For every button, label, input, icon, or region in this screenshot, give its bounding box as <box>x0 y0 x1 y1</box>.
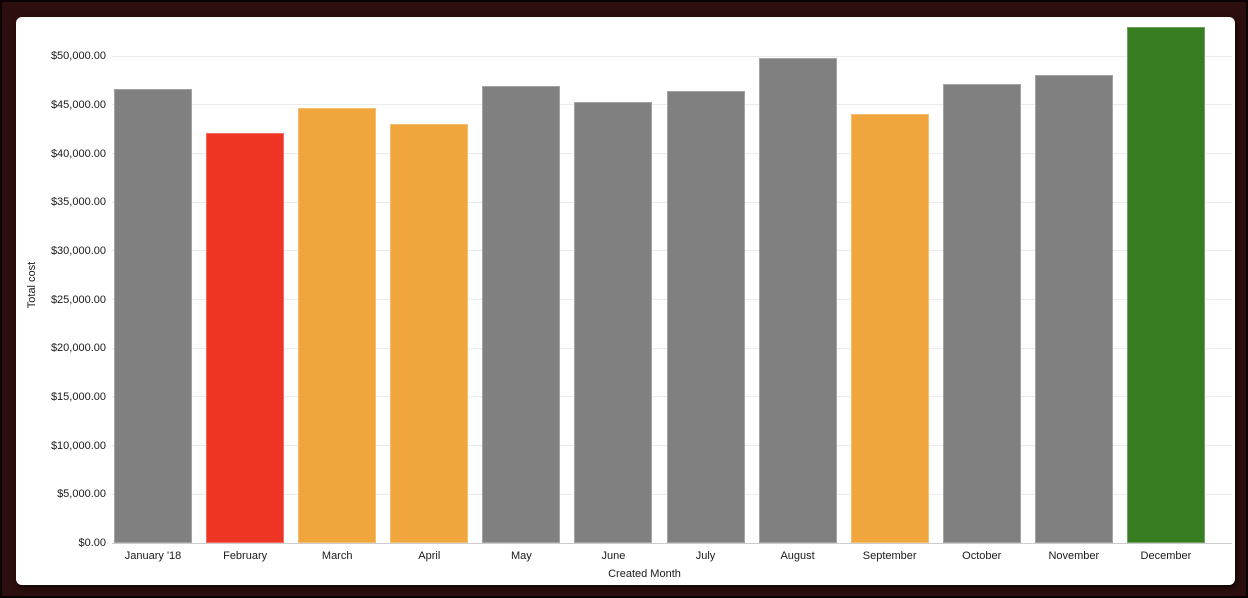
bar-slot <box>936 27 1028 543</box>
chart-card: Total cost $0.00 $5,000.00 $10,000.00 $15,0… <box>16 17 1235 585</box>
bar-slot <box>199 27 291 543</box>
x-tick-label: April <box>418 550 441 562</box>
bar-june[interactable] <box>574 101 653 543</box>
bar-february[interactable] <box>206 133 285 543</box>
y-axis-tick-labels: $0.00 $5,000.00 $10,000.00 $15,000.00 $20,00… <box>16 17 106 585</box>
y-tick-label: $25,000.00 <box>50 293 106 306</box>
bar-slot <box>1120 27 1212 543</box>
x-tick-label: December <box>1140 550 1192 562</box>
y-tick-label: $10,000.00 <box>50 439 106 452</box>
y-tick-label: $0.00 <box>78 537 106 549</box>
x-tick-label: July <box>695 550 716 562</box>
bar-september[interactable] <box>850 113 929 543</box>
bar-slot <box>383 27 475 543</box>
y-tick-label: $15,000.00 <box>50 390 106 403</box>
x-tick-label: March <box>321 550 353 562</box>
bar-july[interactable] <box>666 91 745 543</box>
bar-slot <box>752 27 844 543</box>
bar-slot <box>659 27 751 543</box>
y-tick-label: $5,000.00 <box>57 488 106 501</box>
bar-december[interactable] <box>1126 27 1205 543</box>
gridline <box>112 55 1232 57</box>
bar-may[interactable] <box>482 86 561 543</box>
bar-august[interactable] <box>758 58 837 543</box>
x-tick-label: June <box>601 550 626 562</box>
y-tick-label: $45,000.00 <box>50 98 106 111</box>
bar-slot <box>844 27 936 543</box>
y-tick-label: $20,000.00 <box>50 342 106 355</box>
bar-slot <box>567 27 659 543</box>
bar-april[interactable] <box>390 124 469 543</box>
x-axis-tick-labels: January '18 February March April May June July… <box>107 550 1212 562</box>
y-tick-label: $40,000.00 <box>50 147 106 160</box>
bar-january-18[interactable] <box>114 89 193 543</box>
y-tick-label: $50,000.00 <box>50 50 106 63</box>
x-tick-label: September <box>862 550 917 562</box>
bars-layer <box>107 27 1212 543</box>
x-tick-label: January '18 <box>124 550 182 562</box>
bar-slot <box>107 27 199 543</box>
x-tick-label: August <box>780 550 815 562</box>
bar-march[interactable] <box>298 107 377 543</box>
x-tick-label: May <box>510 550 532 562</box>
x-axis-title: Created Month <box>608 568 681 580</box>
bar-november[interactable] <box>1034 74 1113 543</box>
bar-slot <box>291 27 383 543</box>
x-axis-line <box>112 542 1232 544</box>
bar-slot <box>1028 27 1120 543</box>
y-tick-label: $30,000.00 <box>50 244 106 257</box>
x-tick-label: October <box>962 550 1002 562</box>
x-tick-label: November <box>1048 550 1100 562</box>
y-tick-label: $35,000.00 <box>50 196 106 209</box>
bar-slot <box>475 27 567 543</box>
x-tick-label: February <box>223 550 268 562</box>
bar-october[interactable] <box>942 84 1021 543</box>
